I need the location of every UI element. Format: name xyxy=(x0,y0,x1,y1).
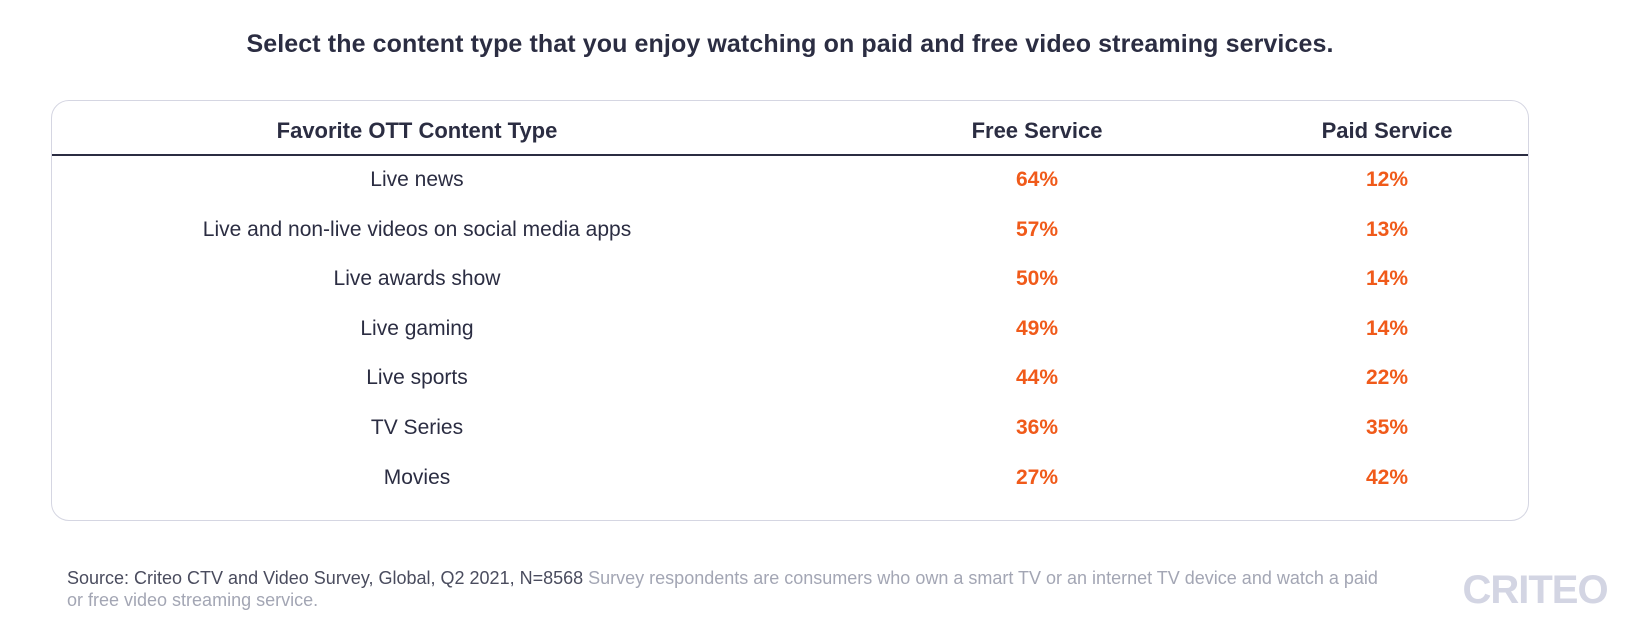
paid-service-value: 35% xyxy=(1365,416,1409,439)
criteo-logo: CRITEO xyxy=(1462,568,1608,609)
source-text: Source: Criteo CTV and Video Survey, Glo… xyxy=(67,568,584,588)
free-service-value: 27% xyxy=(1015,465,1059,489)
data-table: Favorite OTT Content Type Free Service P… xyxy=(51,100,1529,521)
paid-service-value: 42% xyxy=(1365,465,1409,489)
row-label: Live gaming xyxy=(360,316,474,340)
row-label: Live awards show xyxy=(333,267,501,291)
free-service-value: 64% xyxy=(1015,168,1059,191)
row-label: TV Series xyxy=(370,416,464,439)
table-row: Live gaming 49% 14% xyxy=(52,305,1528,357)
free-service-value: 57% xyxy=(1015,217,1059,241)
survey-note: Survey respondents are consumers who own… xyxy=(67,568,1378,610)
table-row: Live news 64% 12% xyxy=(52,156,1528,208)
free-service-value: 36% xyxy=(1015,416,1059,439)
free-service-value: 50% xyxy=(1015,267,1059,291)
paid-service-value: 14% xyxy=(1365,267,1409,291)
table-row: Live and non-live videos on social media… xyxy=(52,206,1528,258)
table-row: Movies 27% 42% xyxy=(52,454,1528,506)
row-label: Movies xyxy=(383,465,451,489)
paid-service-value: 22% xyxy=(1365,366,1409,390)
column-header-paid-service: Paid Service xyxy=(1321,118,1453,143)
column-header-content-type: Favorite OTT Content Type xyxy=(276,118,558,143)
paid-service-value: 13% xyxy=(1365,217,1409,241)
logo-wordmark: CRITEO xyxy=(1462,568,1607,609)
table-row: Live sports 44% 22% xyxy=(52,354,1528,406)
table-header-row: Favorite OTT Content Type Free Service P… xyxy=(52,101,1528,156)
paid-service-value: 14% xyxy=(1365,316,1409,340)
free-service-value: 44% xyxy=(1015,366,1059,390)
free-service-value: 49% xyxy=(1015,316,1059,340)
chart-title: Select the content type that you enjoy w… xyxy=(246,30,1334,58)
row-label: Live and non-live videos on social media… xyxy=(202,217,632,241)
row-label: Live sports xyxy=(366,366,468,390)
row-label: Live news xyxy=(370,168,464,191)
source-footnote: Source: Criteo CTV and Video Survey, Glo… xyxy=(67,567,1397,611)
table-row: TV Series 36% 35% xyxy=(52,404,1528,456)
table-row: Live awards show 50% 14% xyxy=(52,255,1528,307)
column-header-free-service: Free Service xyxy=(971,118,1103,143)
paid-service-value: 12% xyxy=(1365,168,1409,191)
